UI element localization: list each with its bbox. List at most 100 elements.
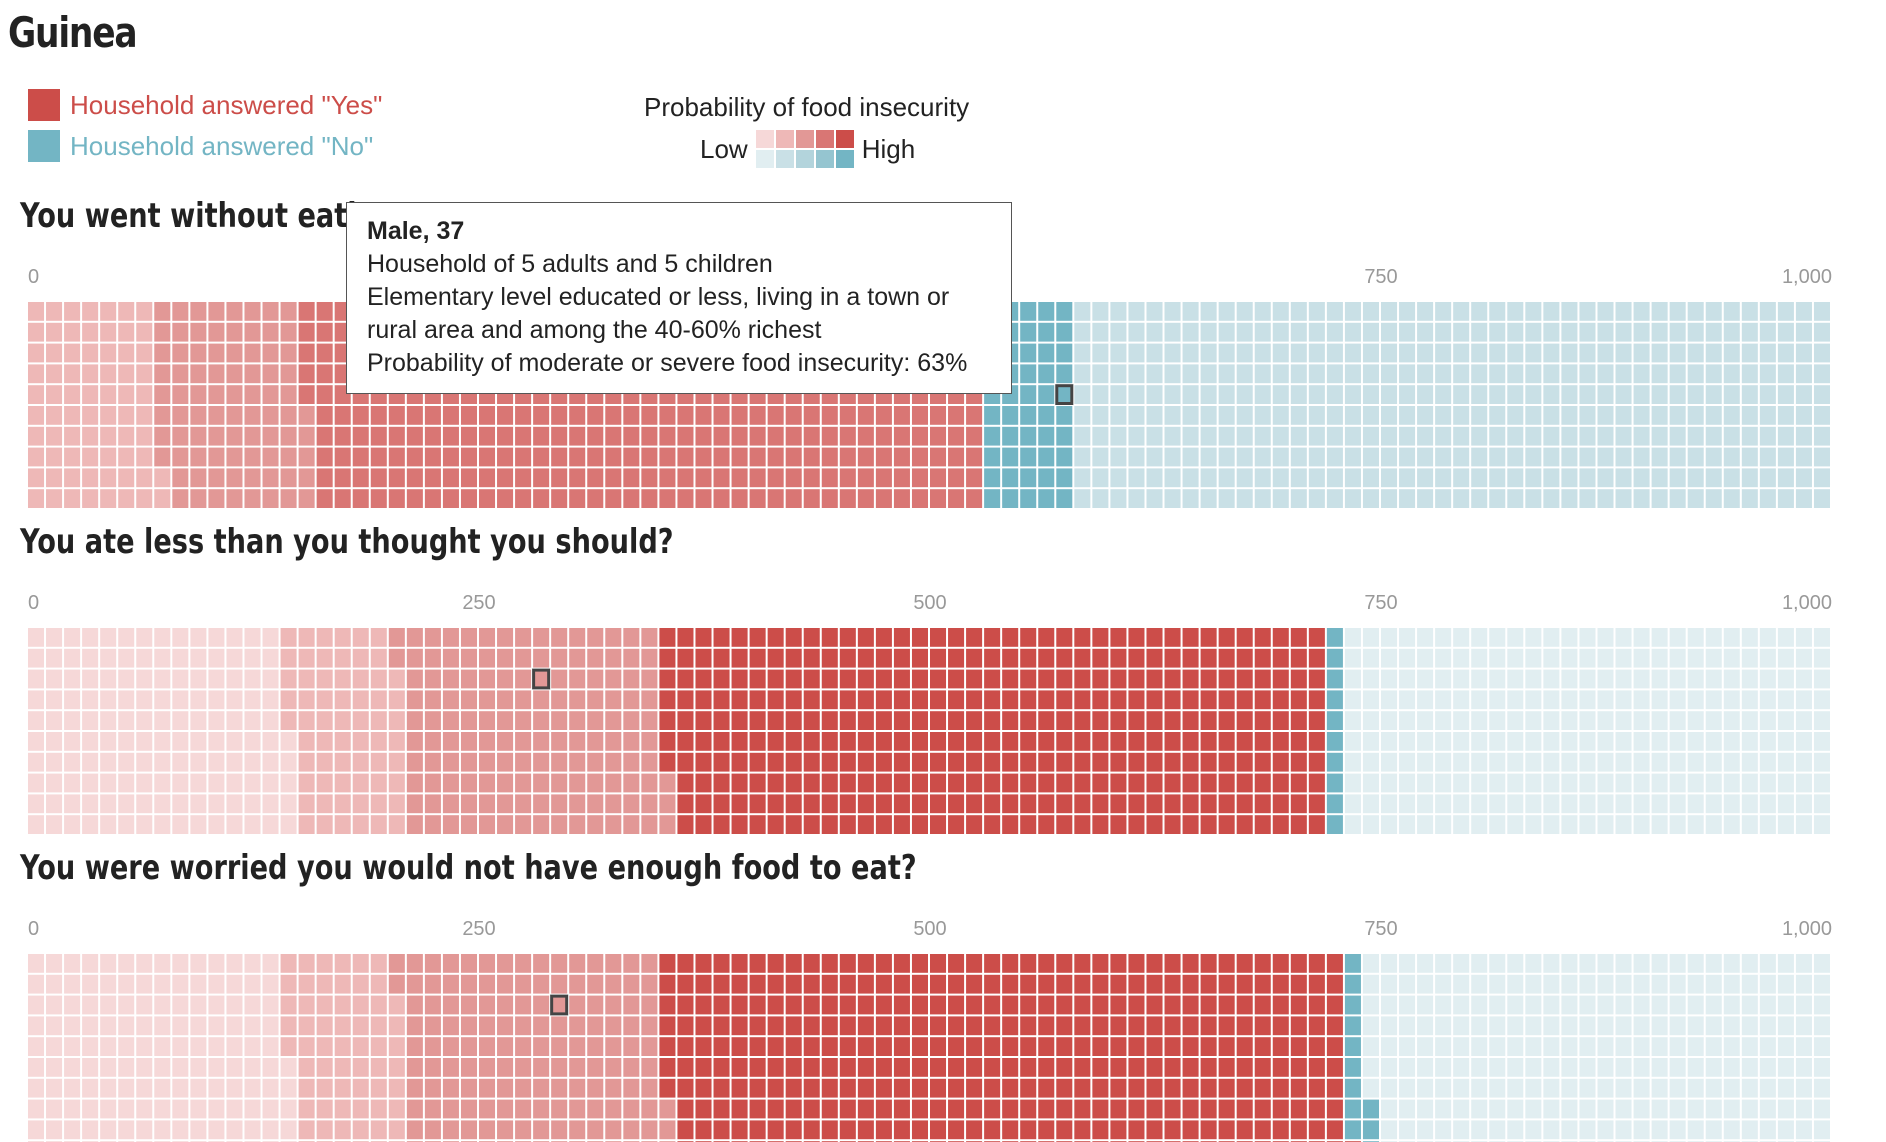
waffle-cell[interactable] xyxy=(244,628,261,647)
waffle-cell[interactable] xyxy=(1705,322,1722,342)
waffle-cell[interactable] xyxy=(298,815,315,834)
waffle-cell[interactable] xyxy=(785,406,802,425)
highlighted-respondent-2[interactable] xyxy=(532,668,551,690)
waffle-cell[interactable] xyxy=(424,426,441,446)
waffle-cell[interactable] xyxy=(118,489,135,508)
waffle-cell[interactable] xyxy=(713,628,730,647)
waffle-cell[interactable] xyxy=(1056,322,1073,342)
waffle-cell[interactable] xyxy=(695,690,712,710)
waffle-cell[interactable] xyxy=(785,489,802,508)
waffle-cell[interactable] xyxy=(1561,1099,1578,1119)
waffle-cell[interactable] xyxy=(1543,995,1560,1015)
waffle-cell[interactable] xyxy=(406,468,423,488)
waffle-cell[interactable] xyxy=(984,628,1001,647)
waffle-cell[interactable] xyxy=(641,711,658,730)
waffle-cell[interactable] xyxy=(984,995,1001,1015)
waffle-cell[interactable] xyxy=(280,954,297,973)
waffle-cell[interactable] xyxy=(1597,343,1614,363)
waffle-cell[interactable] xyxy=(749,1058,766,1077)
waffle-cell[interactable] xyxy=(1813,364,1830,384)
waffle-cell[interactable] xyxy=(136,1078,153,1098)
waffle-cell[interactable] xyxy=(1759,995,1776,1015)
waffle-cell[interactable] xyxy=(424,1120,441,1140)
waffle-cell[interactable] xyxy=(911,1058,928,1077)
waffle-cell[interactable] xyxy=(334,1037,351,1056)
waffle-cell[interactable] xyxy=(1435,954,1452,973)
waffle-cell[interactable] xyxy=(479,406,496,425)
waffle-cell[interactable] xyxy=(1777,732,1794,751)
waffle-cell[interactable] xyxy=(1056,426,1073,446)
waffle-cell[interactable] xyxy=(641,1120,658,1140)
waffle-cell[interactable] xyxy=(82,385,99,404)
waffle-cell[interactable] xyxy=(46,1099,63,1119)
waffle-cell[interactable] xyxy=(1579,711,1596,730)
waffle-cell[interactable] xyxy=(82,752,99,772)
waffle-cell[interactable] xyxy=(695,1120,712,1140)
waffle-cell[interactable] xyxy=(1741,669,1758,689)
waffle-cell[interactable] xyxy=(1218,385,1235,404)
waffle-cell[interactable] xyxy=(731,468,748,488)
waffle-cell[interactable] xyxy=(587,447,604,467)
waffle-cell[interactable] xyxy=(1074,406,1091,425)
waffle-cell[interactable] xyxy=(1489,732,1506,751)
waffle-cell[interactable] xyxy=(1128,1120,1145,1140)
waffle-cell[interactable] xyxy=(82,773,99,793)
waffle-cell[interactable] xyxy=(1705,773,1722,793)
waffle-cell[interactable] xyxy=(1435,1037,1452,1056)
waffle-cell[interactable] xyxy=(82,426,99,446)
waffle-cell[interactable] xyxy=(1056,489,1073,508)
waffle-cell[interactable] xyxy=(623,1099,640,1119)
waffle-cell[interactable] xyxy=(1092,954,1109,973)
waffle-cell[interactable] xyxy=(1507,648,1524,668)
waffle-cell[interactable] xyxy=(46,711,63,730)
waffle-cell[interactable] xyxy=(605,974,622,994)
waffle-cell[interactable] xyxy=(966,1120,983,1140)
waffle-cell[interactable] xyxy=(208,489,225,508)
waffle-cell[interactable] xyxy=(370,468,387,488)
waffle-cell[interactable] xyxy=(370,1016,387,1036)
waffle-cell[interactable] xyxy=(1597,1099,1614,1119)
waffle-cell[interactable] xyxy=(1164,1016,1181,1036)
waffle-cell[interactable] xyxy=(587,815,604,834)
waffle-cell[interactable] xyxy=(803,648,820,668)
waffle-cell[interactable] xyxy=(1002,1120,1019,1140)
waffle-cell[interactable] xyxy=(352,648,369,668)
waffle-cell[interactable] xyxy=(1020,648,1037,668)
waffle-cell[interactable] xyxy=(677,1058,694,1077)
waffle-cell[interactable] xyxy=(1254,1078,1271,1098)
waffle-cell[interactable] xyxy=(406,690,423,710)
waffle-cell[interactable] xyxy=(64,732,81,751)
waffle-cell[interactable] xyxy=(262,385,279,404)
waffle-cell[interactable] xyxy=(244,1037,261,1056)
waffle-cell[interactable] xyxy=(515,732,532,751)
waffle-cell[interactable] xyxy=(1687,322,1704,342)
waffle-cell[interactable] xyxy=(930,974,947,994)
waffle-cell[interactable] xyxy=(948,669,965,689)
waffle-cell[interactable] xyxy=(1074,302,1091,321)
waffle-cell[interactable] xyxy=(280,364,297,384)
waffle-cell[interactable] xyxy=(948,406,965,425)
waffle-cell[interactable] xyxy=(1561,995,1578,1015)
waffle-cell[interactable] xyxy=(136,773,153,793)
waffle-cell[interactable] xyxy=(442,690,459,710)
waffle-cell[interactable] xyxy=(460,1099,477,1119)
waffle-cell[interactable] xyxy=(1182,447,1199,467)
waffle-cell[interactable] xyxy=(1344,1099,1361,1119)
waffle-cell[interactable] xyxy=(1254,690,1271,710)
waffle-cell[interactable] xyxy=(857,1037,874,1056)
waffle-cell[interactable] xyxy=(226,628,243,647)
waffle-cell[interactable] xyxy=(1200,468,1217,488)
waffle-cell[interactable] xyxy=(64,690,81,710)
waffle-cell[interactable] xyxy=(1399,954,1416,973)
waffle-cell[interactable] xyxy=(767,954,784,973)
waffle-cell[interactable] xyxy=(1344,1058,1361,1077)
waffle-cell[interactable] xyxy=(1272,669,1289,689)
waffle-cell[interactable] xyxy=(1254,406,1271,425)
waffle-cell[interactable] xyxy=(479,954,496,973)
waffle-cell[interactable] xyxy=(1092,690,1109,710)
waffle-cell[interactable] xyxy=(1705,995,1722,1015)
waffle-cell[interactable] xyxy=(1705,794,1722,814)
waffle-cell[interactable] xyxy=(424,447,441,467)
waffle-cell[interactable] xyxy=(442,1078,459,1098)
waffle-cell[interactable] xyxy=(1254,343,1271,363)
